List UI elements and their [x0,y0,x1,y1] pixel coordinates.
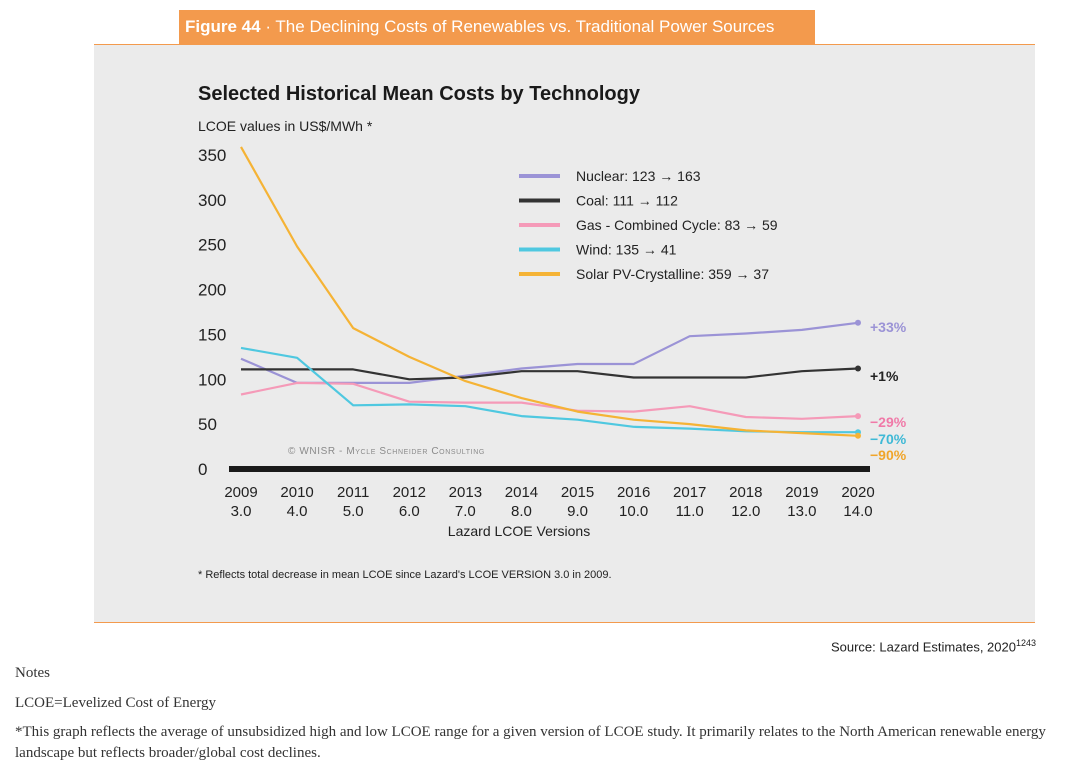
y-tick-label: 250 [198,236,226,255]
y-tick-label: 350 [198,146,226,165]
y-tick-label: 300 [198,191,226,210]
y-tick-label: 150 [198,325,226,344]
change-labels: +33% +1% −29%−70%−90% [870,319,907,463]
figure-bottom-rule [94,622,1035,623]
x-tick-version-label: 5.0 [343,503,364,520]
series-line [240,321,859,384]
series-line [241,367,859,381]
x-tick-label: 2012 [393,484,426,501]
legend-label: Wind: 135 → 41 [576,242,677,258]
axes: 0 50 100 150 200 250 300 350 2009 3.0 2010 4.0 2011 5… [198,146,875,520]
x-tick-version-label: 8.0 [511,503,532,520]
x-tick-label: 2018 [729,484,762,501]
figure-banner: Figure 44 · The Declining Costs of Renew… [179,10,815,44]
x-tick-label: 2017 [673,484,706,501]
chart-subtitle: LCOE values in US$/MWh * [198,118,373,134]
x-tick-version-label: 14.0 [843,503,872,520]
legend-label: Solar PV-Crystalline: 359 → 37 [576,266,769,282]
x-tick-version-label: 12.0 [731,503,760,520]
x-tick-label: 2011 [337,484,369,501]
watermark: © WNISR - Mycle Schneider Consulting [288,446,485,457]
series-line [240,146,859,437]
series-end-point [855,319,861,326]
chart-title: Selected Historical Mean Costs by Techno… [198,83,641,105]
legend-label: Nuclear: 123 → 163 [576,168,701,184]
series-end-point [855,432,861,439]
x-tick-label: 2010 [280,484,313,501]
y-tick-label: 50 [198,415,217,434]
y-tick-label: 0 [198,460,207,479]
notes-footnote: *This graph reflects the average of unsu… [15,724,1046,761]
legend: Nuclear: 123 → 163 Coal: 111 → 112 Gas - C… [519,168,778,282]
figure-number: Figure 44 [185,17,261,36]
series-end-point [855,413,861,420]
x-tick-label: 2014 [505,484,538,501]
change-label: −70% [870,431,907,447]
y-tick-label: 100 [198,370,226,389]
series-line [240,346,858,434]
x-tick-version-label: 6.0 [399,503,420,520]
series-lines [240,146,861,439]
x-tick-label: 2009 [224,484,257,501]
x-tick-version-label: 10.0 [619,503,648,520]
line-chart: Selected Historical Mean Costs by Techno… [198,83,907,581]
figure-top-rule [94,44,1035,45]
change-label: −29% [870,414,907,430]
source-text: Source: Lazard Estimates, 2020 [830,639,1016,655]
x-axis-label: Lazard LCOE Versions [448,523,590,539]
notes-definition: LCOE=Levelized Cost of Energy [15,695,217,711]
x-tick-label: 2019 [785,484,818,501]
change-label: −90% [870,447,907,463]
x-tick-label: 2016 [617,484,650,501]
x-tick-label: 2020 [841,484,874,501]
y-tick-label: 200 [198,281,226,300]
x-tick-version-label: 13.0 [787,503,816,520]
series-line [240,381,859,420]
figure-title: The Declining Costs of Renewables vs. Tr… [275,17,775,36]
notes-heading: Notes [15,665,50,681]
chart-footnote: * Reflects total decrease in mean LCOE s… [198,569,612,581]
chart-panel: Selected Historical Mean Costs by Techno… [94,45,1035,622]
x-tick-version-label: 3.0 [231,503,252,520]
legend-label: Gas - Combined Cycle: 83 → 59 [576,217,778,233]
change-label: +1% [870,368,899,384]
change-label: +33% [870,319,907,335]
x-tick-version-label: 11.0 [676,503,704,520]
x-tick-label: 2013 [449,484,482,501]
legend-label: Coal: 111 → 112 [576,193,678,209]
source-credit: Source: Lazard Estimates, 20201243 [831,638,1036,654]
x-tick-version-label: 9.0 [567,503,588,520]
figure-separator: · [265,17,271,36]
series-end-point [855,365,861,372]
x-tick-version-label: 4.0 [287,503,308,520]
source-ref: 1243 [1015,638,1036,648]
x-tick-version-label: 7.0 [455,503,476,520]
x-tick-label: 2015 [561,484,594,501]
